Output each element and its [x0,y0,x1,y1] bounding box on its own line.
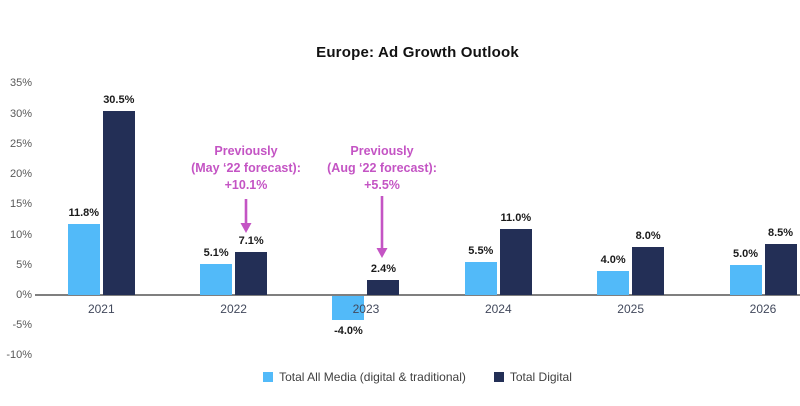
data-label: 8.5% [767,226,794,239]
annotation-line: (Aug ‘22 forecast): [327,161,437,175]
y-axis-tick-label: 20% [9,168,32,181]
y-axis-tick-label: 0% [16,289,32,301]
y-axis-tick-label: -5% [12,319,32,332]
annotation-line: (May ‘22 forecast): [191,161,301,175]
annotation-line: +5.5% [364,178,400,192]
y-axis-tick-label: 5% [16,258,32,271]
x-axis-category-label: 2024 [484,302,512,316]
legend-label: Total Digital [509,370,572,384]
legend-label: Total All Media (digital & traditional) [279,370,466,384]
bar-total-all-media-2022 [200,264,233,295]
data-label: 11.0% [500,211,532,224]
x-axis-category-label: 2022 [220,302,247,316]
x-axis-category-label: 2025 [617,302,644,316]
data-label: 5.0% [732,247,759,260]
y-axis-tick-label: 25% [9,137,32,150]
x-axis-category-label: 2021 [87,302,115,316]
data-label: 2.4% [370,263,396,276]
annotation-line: Previously [214,144,278,158]
bar-total-all-media-2024 [464,261,497,295]
data-label: -4.0% [334,325,363,338]
chart-title: Europe: Ad Growth Outlook [316,44,519,61]
bar-total-all-media-2026 [729,264,762,295]
y-axis-tick-label: -10% [6,349,32,362]
bar-total-digital-2024 [499,228,532,295]
bar-total-digital-2023 [367,280,400,295]
bar-total-digital-2021 [102,110,135,295]
data-label: 11.8% [68,206,100,219]
data-label: 4.0% [600,253,626,266]
bar-total-digital-2022 [235,252,268,295]
legend: Total All Media (digital & traditional) T… [35,370,800,384]
bar-total-all-media-2023 [332,296,365,321]
legend-item: Total All Media (digital & traditional) [263,370,466,384]
bar-total-all-media-2021 [67,223,100,295]
bar-total-all-media-2025 [597,270,630,295]
y-axis-tick-label: 15% [9,198,32,211]
x-axis-category-label: 2026 [749,302,777,316]
y-axis-tick-label: 30% [9,107,32,120]
annotation-line: +10.1% [224,178,268,192]
forecast-annotation: Previously (May ‘22 forecast): +10.1% [161,143,331,194]
down-arrow-icon [376,196,388,258]
legend-swatch [493,372,504,382]
data-label: 5.5% [468,244,494,257]
x-axis-line [35,294,800,296]
down-arrow-icon [240,199,252,233]
forecast-annotation: Previously (Aug ‘22 forecast): +5.5% [297,143,467,194]
data-label: 8.0% [635,229,661,242]
annotation-line: Previously [350,144,414,158]
data-label: 5.1% [203,247,229,260]
bar-total-digital-2025 [632,246,665,295]
data-label: 7.1% [238,235,264,248]
legend-item: Total Digital [493,370,572,384]
legend-swatch [263,372,274,382]
bar-total-digital-2026 [764,243,797,295]
x-axis-category-label: 2023 [352,302,380,316]
data-label: 30.5% [103,93,135,106]
y-axis-tick-label: 10% [9,228,32,241]
y-axis-tick-label: 35% [9,77,32,90]
